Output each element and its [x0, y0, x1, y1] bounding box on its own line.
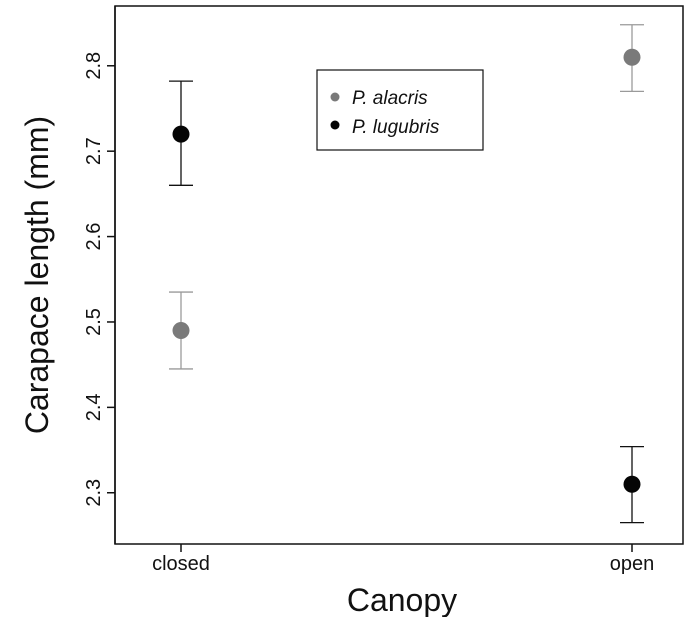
data-point	[172, 125, 190, 143]
legend: P. alacris P. lugubris	[316, 69, 484, 151]
legend-label-p-lugubris: P. lugubris	[352, 117, 440, 138]
data-point	[623, 48, 641, 66]
x-axis-title: Canopy	[347, 582, 457, 617]
legend-label-p-alacris: P. alacris	[352, 88, 428, 109]
y-ticks: 2.3 2.4 2.5 2.6 2.7 2.8	[83, 52, 115, 507]
x-tick-label-closed: closed	[152, 553, 210, 575]
y-tick-label: 2.7	[83, 137, 105, 165]
legend-marker-p-alacris	[330, 92, 340, 102]
point-p-lugubris-closed	[169, 80, 193, 186]
y-axis-title: Carapace length (mm)	[19, 116, 55, 434]
y-tick-label: 2.8	[83, 52, 105, 80]
legend-box	[316, 69, 484, 151]
x-ticks: closed open	[152, 544, 654, 575]
y-tick-label: 2.5	[83, 308, 105, 336]
y-tick-label: 2.3	[83, 479, 105, 507]
point-p-alacris-closed	[169, 291, 193, 370]
x-tick-label-open: open	[610, 553, 655, 575]
y-tick-label: 2.4	[83, 393, 105, 421]
data-point	[172, 322, 190, 340]
legend-marker-p-lugubris	[330, 120, 340, 130]
point-p-lugubris-open	[620, 445, 644, 524]
data-point	[623, 475, 641, 493]
data-marks	[169, 24, 644, 524]
y-tick-label: 2.6	[83, 223, 105, 251]
point-p-alacris-open	[620, 24, 644, 93]
